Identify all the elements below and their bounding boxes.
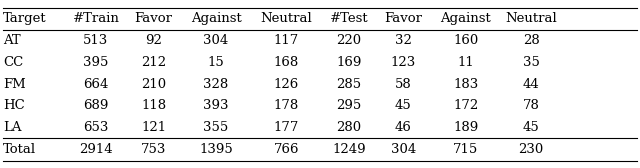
Text: 230: 230 bbox=[518, 143, 544, 156]
Text: 653: 653 bbox=[83, 120, 109, 134]
Text: 212: 212 bbox=[141, 56, 166, 69]
Text: 160: 160 bbox=[453, 34, 478, 48]
Text: Against: Against bbox=[191, 12, 241, 25]
Text: 177: 177 bbox=[274, 120, 299, 134]
Text: 2914: 2914 bbox=[79, 143, 113, 156]
Text: 169: 169 bbox=[336, 56, 362, 69]
Text: 1395: 1395 bbox=[199, 143, 233, 156]
Text: 183: 183 bbox=[453, 77, 478, 91]
Text: Against: Against bbox=[440, 12, 491, 25]
Text: 46: 46 bbox=[395, 120, 412, 134]
Text: 78: 78 bbox=[523, 99, 540, 112]
Text: 393: 393 bbox=[204, 99, 228, 112]
Text: 304: 304 bbox=[390, 143, 416, 156]
Text: FM: FM bbox=[3, 77, 26, 91]
Text: 220: 220 bbox=[336, 34, 362, 48]
Text: #Test: #Test bbox=[330, 12, 368, 25]
Text: 664: 664 bbox=[83, 77, 109, 91]
Text: 11: 11 bbox=[457, 56, 474, 69]
Text: 35: 35 bbox=[523, 56, 540, 69]
Text: 118: 118 bbox=[141, 99, 166, 112]
Text: Favor: Favor bbox=[134, 12, 173, 25]
Text: 189: 189 bbox=[453, 120, 478, 134]
Text: LA: LA bbox=[3, 120, 22, 134]
Text: 355: 355 bbox=[204, 120, 228, 134]
Text: 121: 121 bbox=[141, 120, 166, 134]
Text: 58: 58 bbox=[395, 77, 412, 91]
Text: 178: 178 bbox=[274, 99, 299, 112]
Text: 304: 304 bbox=[204, 34, 228, 48]
Text: Total: Total bbox=[3, 143, 36, 156]
Text: 295: 295 bbox=[336, 99, 362, 112]
Text: 766: 766 bbox=[274, 143, 299, 156]
Text: 28: 28 bbox=[523, 34, 540, 48]
Text: 328: 328 bbox=[204, 77, 228, 91]
Text: 395: 395 bbox=[83, 56, 109, 69]
Text: Favor: Favor bbox=[384, 12, 422, 25]
Text: 32: 32 bbox=[395, 34, 412, 48]
Text: 513: 513 bbox=[83, 34, 109, 48]
Text: AT: AT bbox=[3, 34, 21, 48]
Text: 168: 168 bbox=[274, 56, 299, 69]
Text: #Train: #Train bbox=[72, 12, 120, 25]
Text: 280: 280 bbox=[336, 120, 362, 134]
Text: 117: 117 bbox=[274, 34, 299, 48]
Text: 45: 45 bbox=[523, 120, 540, 134]
Text: 123: 123 bbox=[390, 56, 416, 69]
Text: 44: 44 bbox=[523, 77, 540, 91]
Text: 753: 753 bbox=[141, 143, 166, 156]
Text: 126: 126 bbox=[274, 77, 299, 91]
Text: 689: 689 bbox=[83, 99, 109, 112]
Text: 285: 285 bbox=[336, 77, 362, 91]
Text: Target: Target bbox=[3, 12, 47, 25]
Text: 92: 92 bbox=[145, 34, 162, 48]
Text: 715: 715 bbox=[453, 143, 478, 156]
Text: CC: CC bbox=[3, 56, 24, 69]
Text: 15: 15 bbox=[207, 56, 225, 69]
Text: 172: 172 bbox=[453, 99, 478, 112]
Text: Neutral: Neutral bbox=[260, 12, 312, 25]
Text: Neutral: Neutral bbox=[506, 12, 557, 25]
Text: 210: 210 bbox=[141, 77, 166, 91]
Text: 1249: 1249 bbox=[332, 143, 365, 156]
Text: 45: 45 bbox=[395, 99, 412, 112]
Text: HC: HC bbox=[3, 99, 25, 112]
